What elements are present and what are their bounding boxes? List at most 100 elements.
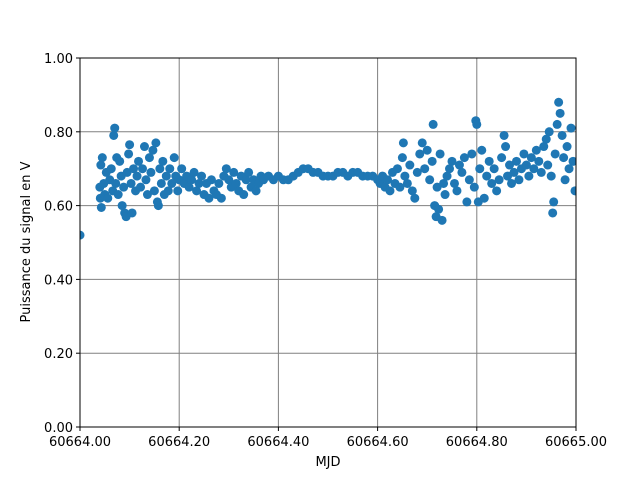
- point: [548, 208, 558, 218]
- point: [550, 149, 560, 159]
- point: [477, 145, 487, 155]
- point: [395, 182, 405, 192]
- point: [415, 149, 425, 159]
- point: [531, 145, 541, 155]
- point: [231, 178, 241, 188]
- point: [492, 186, 502, 196]
- y-tick-label: 0.20: [44, 347, 73, 362]
- point: [529, 164, 539, 174]
- point: [194, 178, 204, 188]
- point: [158, 156, 168, 166]
- point: [139, 142, 149, 152]
- point: [161, 171, 171, 181]
- point: [557, 130, 567, 140]
- point: [141, 175, 151, 185]
- point: [134, 156, 144, 166]
- x-tick-label: 60664.60: [347, 435, 409, 450]
- y-axis-label: Puissance du signal en V: [19, 161, 34, 322]
- point: [142, 190, 152, 200]
- point: [173, 186, 183, 196]
- point: [251, 186, 261, 196]
- point: [137, 164, 147, 174]
- point: [151, 138, 161, 148]
- point: [111, 178, 121, 188]
- point: [169, 153, 179, 163]
- point: [113, 190, 123, 200]
- point: [109, 130, 119, 140]
- point: [385, 186, 395, 196]
- point: [437, 215, 447, 225]
- point: [546, 171, 556, 181]
- x-tick-label: 60664.00: [49, 435, 111, 450]
- point: [412, 167, 422, 177]
- point: [422, 145, 432, 155]
- point: [494, 175, 504, 185]
- point: [397, 153, 407, 163]
- point: [554, 97, 564, 107]
- point: [452, 186, 462, 196]
- point: [505, 160, 515, 170]
- point: [165, 164, 175, 174]
- point: [555, 108, 565, 118]
- point: [96, 160, 106, 170]
- point: [482, 171, 492, 181]
- point: [509, 167, 519, 177]
- point: [110, 123, 120, 133]
- point: [539, 142, 549, 152]
- point: [229, 167, 239, 177]
- y-tick-label: 0.60: [44, 200, 73, 215]
- point: [124, 149, 134, 159]
- point: [106, 164, 116, 174]
- point: [435, 149, 445, 159]
- point: [420, 164, 430, 174]
- point: [96, 202, 106, 212]
- point: [241, 175, 251, 185]
- point: [148, 145, 158, 155]
- point: [410, 193, 420, 203]
- point: [427, 156, 437, 166]
- point: [549, 197, 559, 207]
- point: [167, 178, 177, 188]
- point: [521, 160, 531, 170]
- point: [457, 167, 467, 177]
- point: [127, 208, 137, 218]
- point: [467, 149, 477, 159]
- point: [206, 175, 216, 185]
- y-tick-label: 0.40: [44, 273, 73, 288]
- point: [156, 178, 166, 188]
- point: [383, 175, 393, 185]
- point: [479, 193, 489, 203]
- point: [544, 127, 554, 137]
- point: [144, 153, 154, 163]
- point: [189, 167, 199, 177]
- point: [543, 160, 553, 170]
- point: [103, 193, 113, 203]
- point: [434, 204, 444, 214]
- x-tick-label: 60664.20: [148, 435, 210, 450]
- point: [442, 171, 452, 181]
- point: [464, 175, 474, 185]
- point: [559, 153, 569, 163]
- point: [447, 156, 457, 166]
- point: [449, 178, 459, 188]
- point: [177, 164, 187, 174]
- point: [149, 186, 159, 196]
- point: [428, 119, 438, 129]
- point: [526, 153, 536, 163]
- grid: [79, 57, 577, 428]
- point: [524, 171, 534, 181]
- point: [214, 178, 224, 188]
- point: [497, 153, 507, 163]
- point: [534, 156, 544, 166]
- point: [405, 160, 415, 170]
- point: [117, 201, 127, 211]
- point: [392, 164, 402, 174]
- point: [472, 119, 482, 129]
- point: [425, 175, 435, 185]
- point: [204, 193, 214, 203]
- point: [192, 186, 202, 196]
- point: [400, 171, 410, 181]
- point: [519, 149, 529, 159]
- point: [552, 119, 562, 129]
